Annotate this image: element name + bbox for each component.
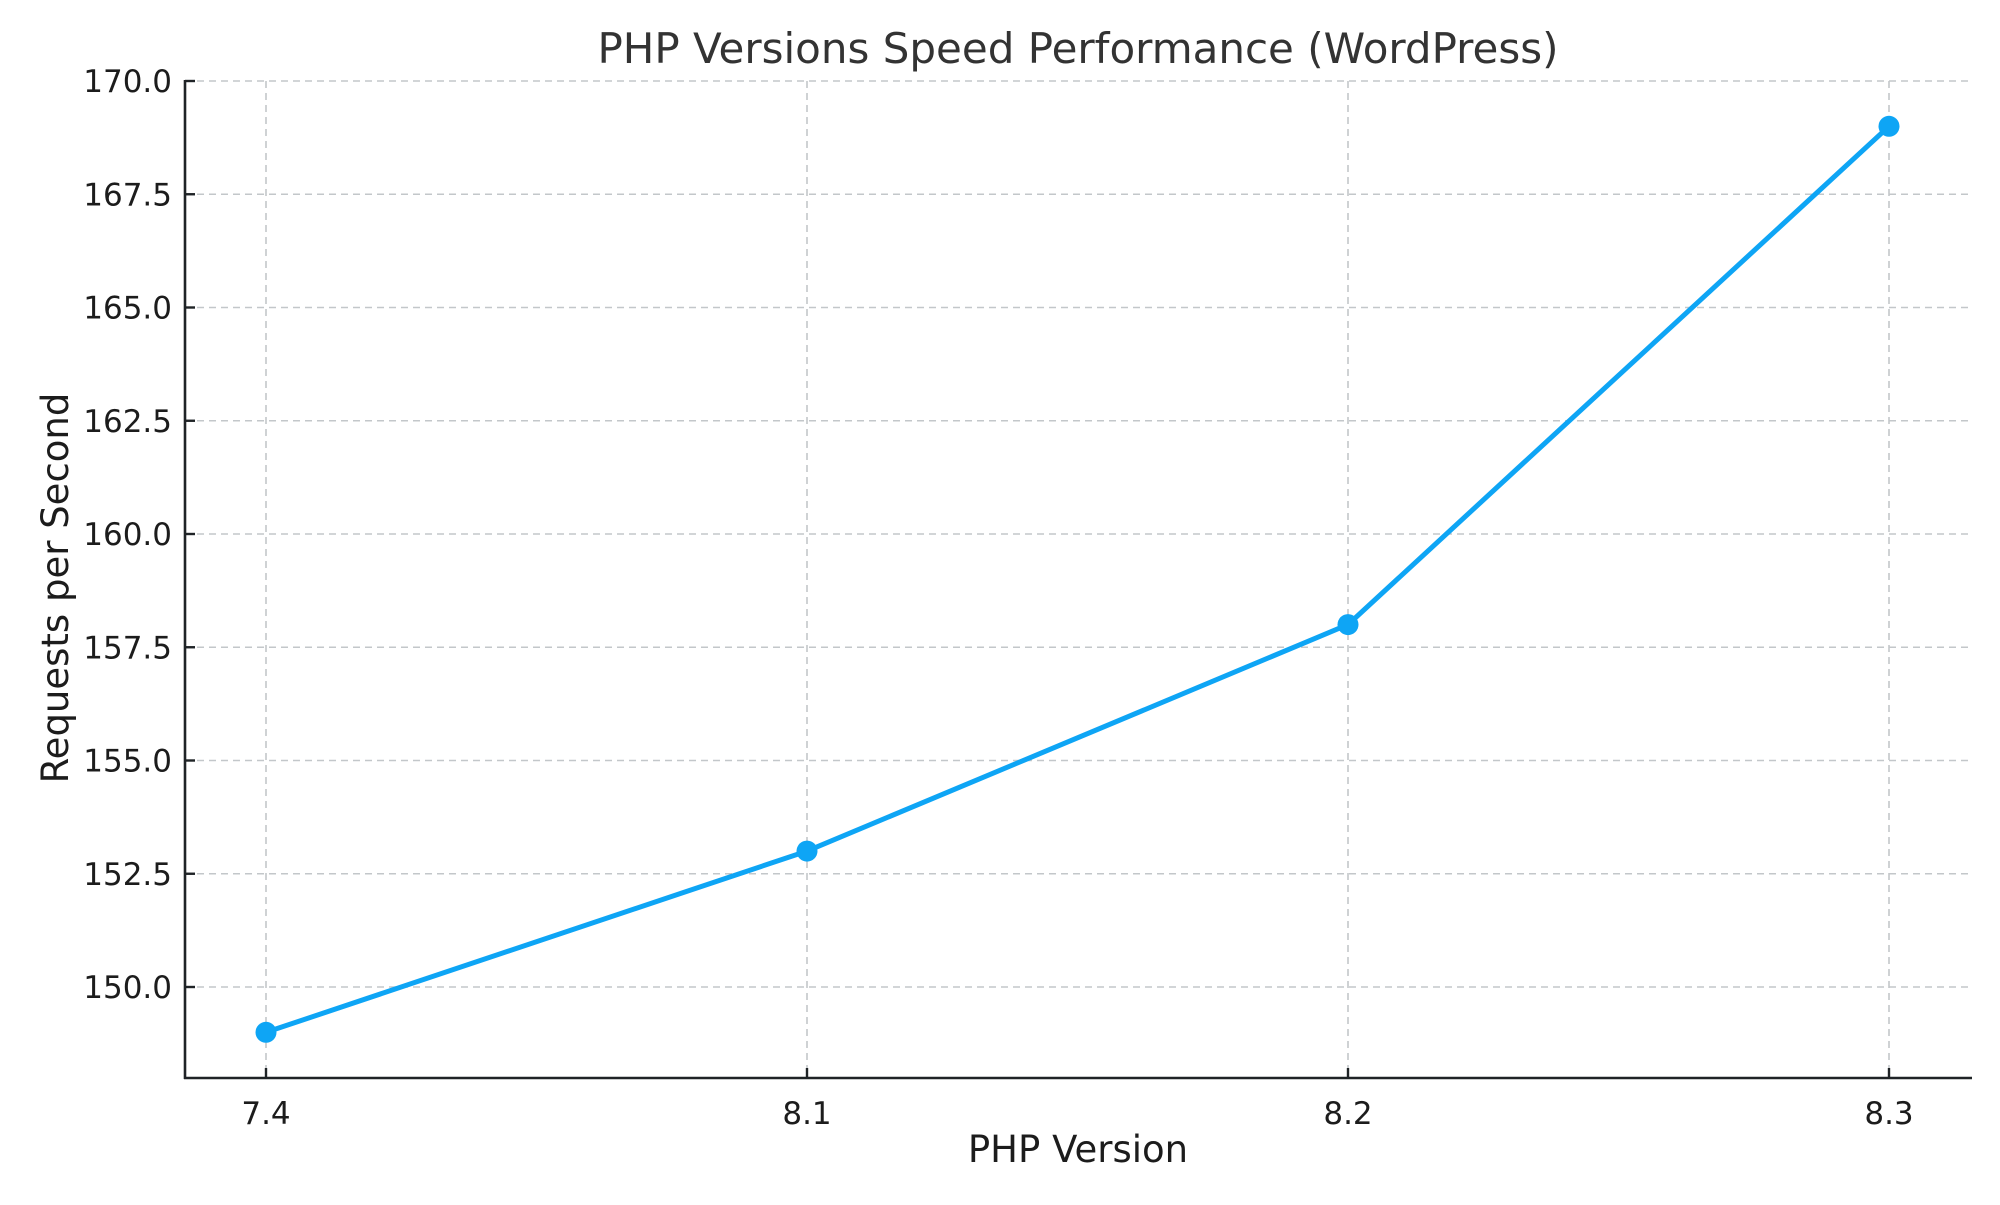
data-point-marker — [255, 1021, 277, 1043]
x-tick-label: 8.1 — [782, 1096, 831, 1132]
x-tick-label: 8.2 — [1323, 1096, 1372, 1132]
y-tick-label: 167.5 — [83, 177, 172, 213]
y-tick-label: 165.0 — [83, 291, 172, 327]
data-point-marker — [1878, 115, 1900, 137]
data-series — [255, 115, 1900, 1043]
x-tick-label: 7.4 — [241, 1096, 290, 1132]
y-tick-label: 170.0 — [83, 64, 172, 100]
y-gridlines — [185, 80, 1970, 988]
x-gridlines — [265, 81, 1890, 1078]
x-tick-label: 8.3 — [1864, 1096, 1913, 1132]
data-point-marker — [1337, 614, 1359, 636]
chart-title: PHP Versions Speed Performance (WordPres… — [597, 24, 1558, 73]
series-line — [263, 123, 1892, 1035]
y-tick-labels: 150.0 152.5 155.0 157.5 160.0 162.5 165.0 167.5… — [83, 64, 172, 1006]
y-tick-label: 150.0 — [83, 970, 172, 1006]
x-axis-label: PHP Version — [968, 1128, 1188, 1171]
y-tick-label: 160.0 — [83, 517, 172, 553]
data-point-marker — [796, 840, 818, 862]
x-tick-labels: 7.4 8.1 8.2 8.3 — [241, 1096, 1913, 1132]
y-tick-label: 155.0 — [83, 744, 172, 780]
y-tick-label: 162.5 — [83, 404, 172, 440]
axis-ticks — [185, 79, 1891, 1078]
y-axis-label: Requests per Second — [34, 393, 77, 784]
y-tick-label: 157.5 — [83, 630, 172, 666]
y-tick-label: 152.5 — [83, 857, 172, 893]
